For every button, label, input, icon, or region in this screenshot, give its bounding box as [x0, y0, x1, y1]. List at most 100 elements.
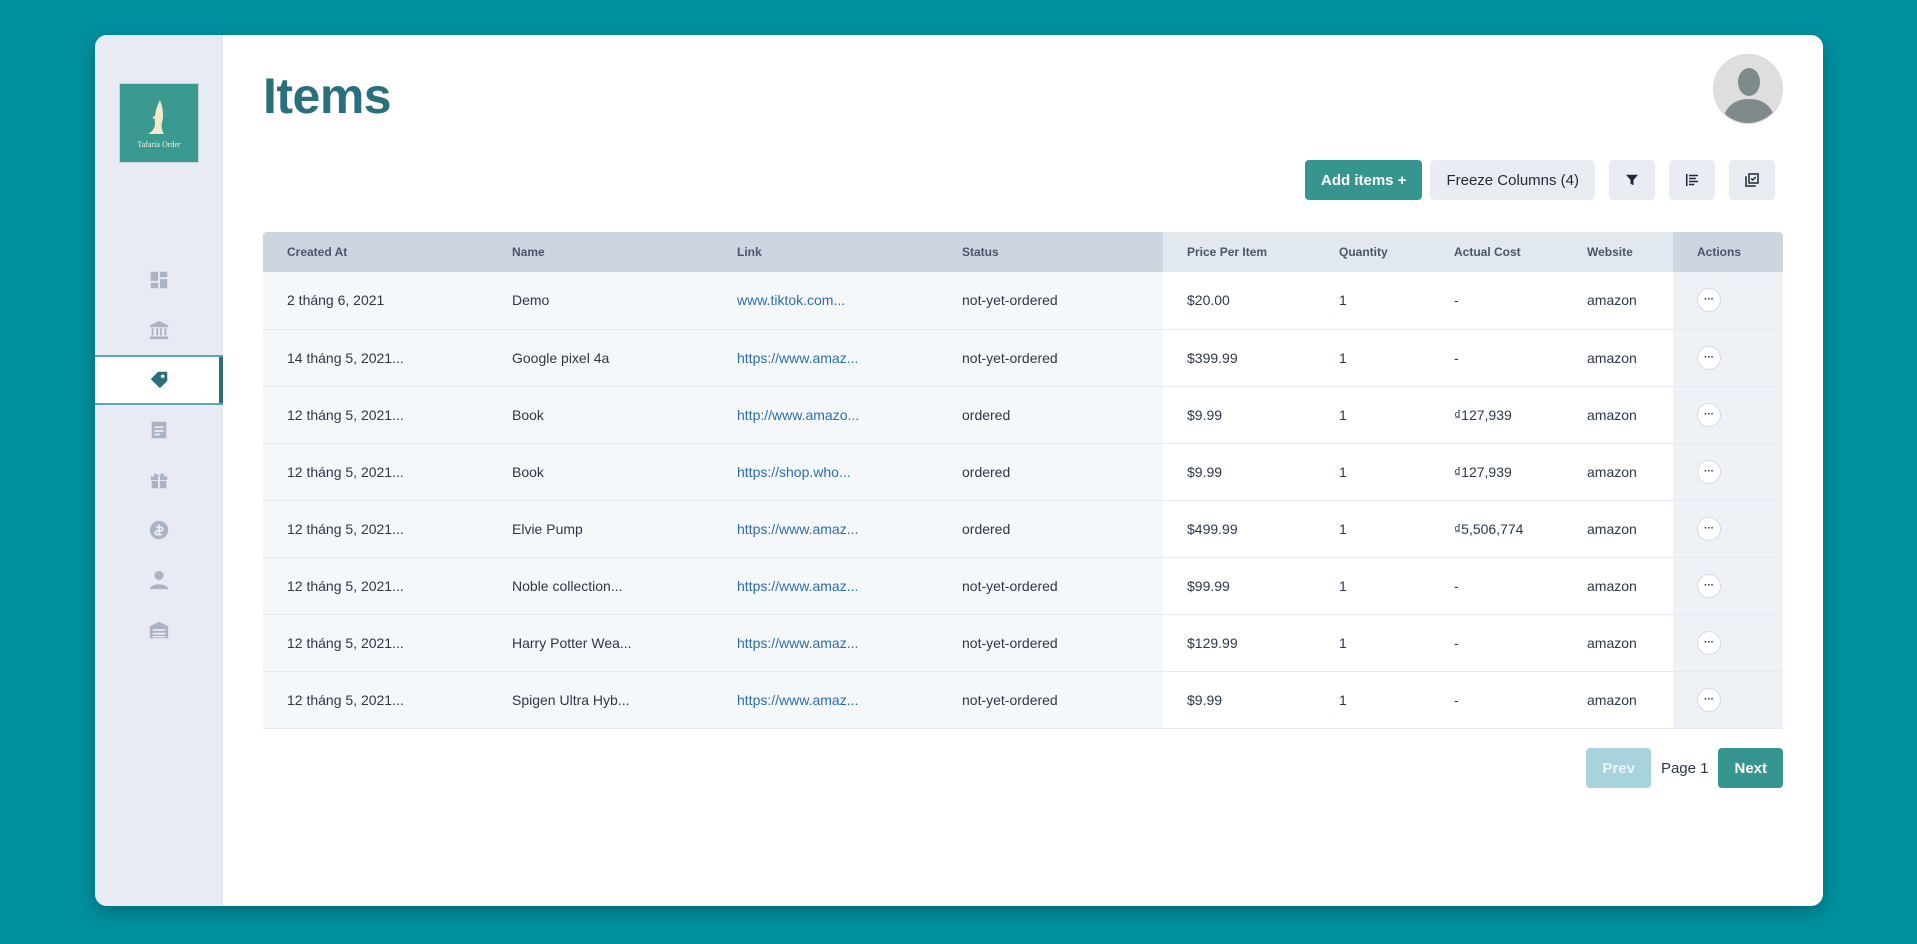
cell-quantity: 1: [1315, 386, 1430, 444]
tag-icon: [150, 371, 168, 389]
row-actions-button[interactable]: ···: [1697, 687, 1721, 712]
cell-status: ordered: [938, 386, 1163, 444]
cell-actual-cost: ₫127,939: [1430, 386, 1563, 444]
item-link[interactable]: https://www.amaz...: [737, 691, 859, 708]
cell-name: Google pixel 4a: [488, 329, 713, 387]
cell-created-at: 12 tháng 5, 2021...: [263, 443, 488, 501]
cell-created-at: 12 tháng 5, 2021...: [263, 386, 488, 444]
column-header-link[interactable]: Link: [713, 232, 938, 272]
logo[interactable]: Tafaria Order: [119, 83, 199, 163]
table-row[interactable]: 12 tháng 5, 2021... Spigen Ultra Hyb... …: [263, 671, 1783, 729]
document-icon: [151, 421, 167, 439]
cell-name: Harry Potter Wea...: [488, 614, 713, 672]
cell-actions: ···: [1673, 272, 1783, 330]
items-table-container: Created At Name Link Status Price Per It…: [263, 232, 1783, 729]
cell-actions: ···: [1673, 500, 1783, 558]
item-link[interactable]: https://shop.who...: [737, 463, 851, 480]
row-actions-button[interactable]: ···: [1697, 288, 1721, 313]
cell-link: https://www.amaz...: [713, 671, 938, 729]
table-row[interactable]: 14 tháng 5, 2021... Google pixel 4a http…: [263, 329, 1783, 387]
column-header-status[interactable]: Status: [938, 232, 1163, 272]
cell-price: $9.99: [1163, 443, 1315, 501]
cell-website: amazon: [1563, 386, 1673, 444]
cell-link: https://www.amaz...: [713, 500, 938, 558]
column-header-quantity[interactable]: Quantity: [1315, 232, 1430, 272]
next-page-button[interactable]: Next: [1718, 748, 1783, 788]
row-actions-button[interactable]: ···: [1697, 345, 1721, 370]
cell-price: $9.99: [1163, 671, 1315, 729]
cell-quantity: 1: [1315, 272, 1430, 330]
column-header-actual-cost[interactable]: Actual Cost: [1430, 232, 1563, 272]
row-actions-button[interactable]: ···: [1697, 402, 1721, 427]
cell-link: www.tiktok.com...: [713, 272, 938, 330]
add-items-button[interactable]: Add items +: [1305, 160, 1423, 200]
main-content: Items Add items + Freeze Columns (4): [223, 35, 1823, 906]
sidebar-item-gifts[interactable]: [95, 455, 223, 505]
cell-name: Elvie Pump: [488, 500, 713, 558]
sidebar-item-users[interactable]: [95, 555, 223, 605]
sidebar-item-documents[interactable]: [95, 405, 223, 455]
sidebar-item-dashboard[interactable]: [95, 255, 223, 305]
cell-created-at: 12 tháng 5, 2021...: [263, 671, 488, 729]
item-link[interactable]: https://www.amaz...: [737, 520, 859, 537]
column-header-created-at[interactable]: Created At: [263, 232, 488, 272]
cell-link: https://www.amaz...: [713, 557, 938, 615]
cell-actual-cost: -: [1430, 671, 1563, 729]
cell-actual-cost: -: [1430, 329, 1563, 387]
sidebar-nav: [95, 255, 223, 655]
cell-quantity: 1: [1315, 329, 1430, 387]
row-actions-button[interactable]: ···: [1697, 516, 1721, 541]
cell-link: https://www.amaz...: [713, 329, 938, 387]
table-body: 2 tháng 6, 2021 Demo www.tiktok.com... n…: [263, 272, 1783, 729]
table-row[interactable]: 12 tháng 5, 2021... Book http://www.amaz…: [263, 386, 1783, 444]
cell-status: not-yet-ordered: [938, 671, 1163, 729]
cell-actual-cost: ₫127,939: [1430, 443, 1563, 501]
logo-text: Tafaria Order: [137, 139, 181, 149]
cell-price: $9.99: [1163, 386, 1315, 444]
table-row[interactable]: 12 tháng 5, 2021... Elvie Pump https://w…: [263, 500, 1783, 558]
cell-status: not-yet-ordered: [938, 557, 1163, 615]
sidebar-item-payments[interactable]: [95, 505, 223, 555]
column-header-website[interactable]: Website: [1563, 232, 1673, 272]
table-row[interactable]: 12 tháng 5, 2021... Noble collection... …: [263, 557, 1783, 615]
column-header-price-per-item[interactable]: Price Per Item: [1163, 232, 1315, 272]
pagination: Prev Page 1 Next: [1586, 748, 1783, 788]
cell-actual-cost: -: [1430, 272, 1563, 330]
prev-page-button[interactable]: Prev: [1586, 748, 1651, 788]
cell-website: amazon: [1563, 329, 1673, 387]
select-items-button[interactable]: [1729, 160, 1775, 200]
cell-website: amazon: [1563, 557, 1673, 615]
cell-price: $129.99: [1163, 614, 1315, 672]
sidebar-item-items[interactable]: [95, 355, 223, 405]
item-link[interactable]: https://www.amaz...: [737, 634, 859, 651]
cell-quantity: 1: [1315, 671, 1430, 729]
row-actions-button[interactable]: ···: [1697, 459, 1721, 484]
table-row[interactable]: 12 tháng 5, 2021... Book https://shop.wh…: [263, 443, 1783, 501]
item-link[interactable]: https://www.amaz...: [737, 349, 859, 366]
sidebar-item-bank[interactable]: [95, 305, 223, 355]
item-link[interactable]: http://www.amazo...: [737, 406, 860, 423]
cell-status: not-yet-ordered: [938, 614, 1163, 672]
logo-mark-icon: [148, 99, 164, 134]
coin-icon: [149, 520, 169, 540]
avatar[interactable]: [1713, 54, 1783, 124]
table-row[interactable]: 12 tháng 5, 2021... Harry Potter Wea... …: [263, 614, 1783, 672]
cell-name: Demo: [488, 272, 713, 330]
item-link[interactable]: www.tiktok.com...: [737, 292, 846, 309]
row-actions-button[interactable]: ···: [1697, 630, 1721, 655]
columns-list-button[interactable]: [1669, 160, 1715, 200]
column-header-name[interactable]: Name: [488, 232, 713, 272]
warehouse-icon: [149, 621, 169, 639]
filter-button[interactable]: [1609, 160, 1655, 200]
cell-actions: ···: [1673, 671, 1783, 729]
cell-status: ordered: [938, 500, 1163, 558]
table-row[interactable]: 2 tháng 6, 2021 Demo www.tiktok.com... n…: [263, 272, 1783, 330]
freeze-columns-button[interactable]: Freeze Columns (4): [1430, 160, 1595, 200]
cell-quantity: 1: [1315, 500, 1430, 558]
sidebar-item-warehouse[interactable]: [95, 605, 223, 655]
page-indicator: Page 1: [1660, 759, 1709, 777]
gift-icon: [150, 473, 168, 489]
cell-name: Book: [488, 443, 713, 501]
row-actions-button[interactable]: ···: [1697, 573, 1721, 598]
item-link[interactable]: https://www.amaz...: [737, 577, 859, 594]
